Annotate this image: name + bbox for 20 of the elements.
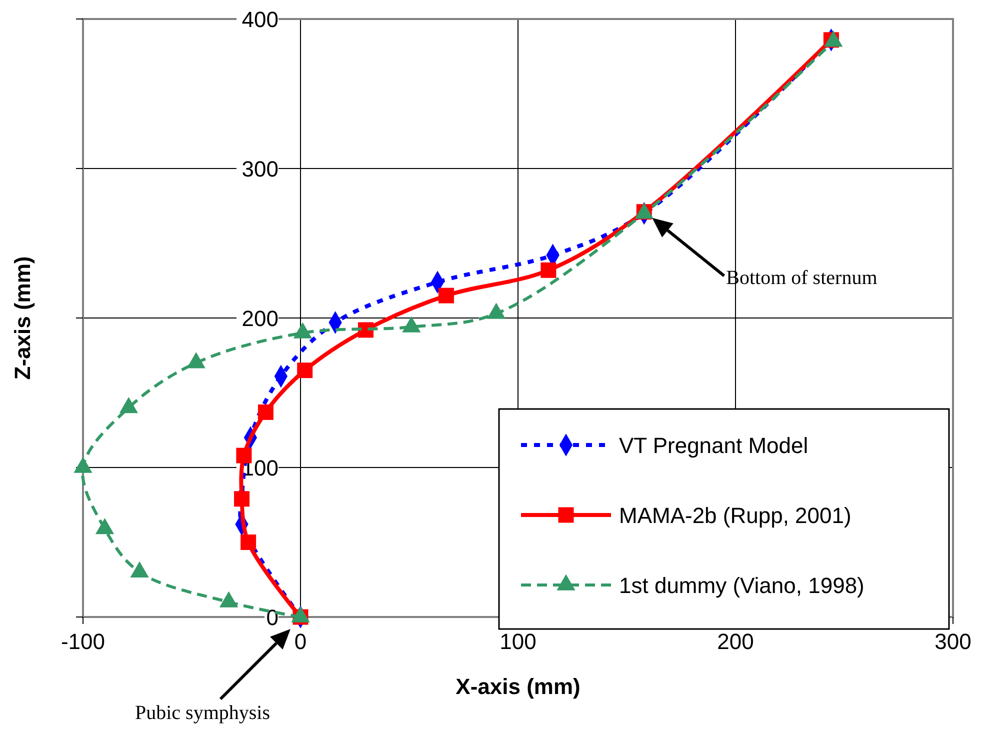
point	[234, 491, 250, 507]
point	[540, 262, 556, 278]
point	[297, 362, 313, 378]
legend-label: MAMA-2b (Rupp, 2001)	[619, 503, 852, 528]
y-tick-label: 200	[242, 306, 278, 331]
x-axis-title: X-axis (mm)	[456, 674, 580, 699]
legend-label: 1st dummy (Viano, 1998)	[619, 573, 864, 598]
x-tick-label: -100	[60, 629, 106, 654]
text: Pubic symphysis	[134, 702, 270, 724]
x-tick-label: 0	[294, 629, 307, 654]
point	[240, 534, 256, 550]
x-tick-label: 200	[717, 629, 754, 654]
x-tick-label: 300	[934, 629, 972, 654]
y-tick-label: 300	[242, 156, 278, 182]
x-tick-label: 100	[500, 629, 536, 654]
point	[258, 404, 274, 420]
point	[438, 288, 454, 304]
legend-label: VT Pregnant Model	[619, 433, 808, 458]
y-tick-label: 400	[242, 7, 278, 32]
y-axis-title: Z-axis (mm)	[10, 256, 35, 380]
